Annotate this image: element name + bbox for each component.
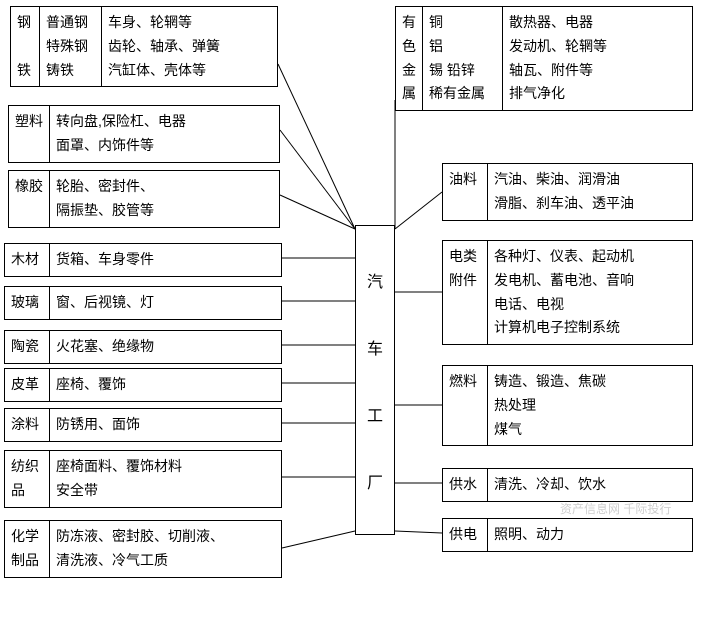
node-leather-col-1: 座椅、覆饰	[50, 368, 282, 402]
node-power-col-1: 照明、动力	[488, 518, 693, 552]
node-oil-col-0: 油料	[442, 163, 488, 221]
node-rubber-col-0: 橡胶	[8, 170, 50, 228]
node-nonferrous-col-2: 散热器、电器 发动机、轮辋等 轴瓦、附件等 排气净化	[503, 6, 693, 111]
node-oil-col-1: 汽油、柴油、润滑油 滑脂、刹车油、透平油	[488, 163, 693, 221]
node-paint-col-1: 防锈用、面饰	[50, 408, 282, 442]
watermark: 资产信息网 千际投行	[560, 500, 671, 517]
node-ceramic-col-1: 火花塞、绝缘物	[50, 330, 282, 364]
node-glass: 玻璃窗、后视镜、灯	[4, 286, 282, 320]
center-char: 工	[367, 402, 383, 426]
node-wood: 木材货箱、车身零件	[4, 243, 282, 277]
center-char: 车	[367, 335, 383, 359]
diagram-stage: 汽 车 工 厂 资产信息网 千际投行 钢 铁普通钢 特殊钢 铸铁车身、轮辋等 齿…	[0, 0, 723, 635]
node-water-col-0: 供水	[442, 468, 488, 502]
node-fuel-col-1: 铸造、锻造、焦碳 热处理 煤气	[488, 365, 693, 446]
node-ceramic-col-0: 陶瓷	[4, 330, 50, 364]
node-nonferrous-col-1: 铜 铝 锡 铅锌 稀有金属	[423, 6, 503, 111]
node-elec-col-1: 各种灯、仪表、起动机 发电机、蓄电池、音响 电话、电视 计算机电子控制系统	[488, 240, 693, 345]
node-fuel-col-0: 燃料	[442, 365, 488, 446]
node-leather: 皮革座椅、覆饰	[4, 368, 282, 402]
node-textile: 纺织 品座椅面料、覆饰材料 安全带	[4, 450, 282, 508]
node-rubber: 橡胶轮胎、密封件、 隔振垫、胶管等	[8, 170, 280, 228]
node-chemical: 化学 制品防冻液、密封胶、切削液、 清洗液、冷气工质	[4, 520, 282, 578]
node-steel: 钢 铁普通钢 特殊钢 铸铁车身、轮辋等 齿轮、轴承、弹簧 汽缸体、壳体等	[10, 6, 278, 87]
node-glass-col-1: 窗、后视镜、灯	[50, 286, 282, 320]
node-chemical-col-0: 化学 制品	[4, 520, 50, 578]
node-power-col-0: 供电	[442, 518, 488, 552]
node-steel-col-2: 车身、轮辋等 齿轮、轴承、弹簧 汽缸体、壳体等	[102, 6, 278, 87]
center-char: 厂	[367, 469, 383, 493]
node-plastic: 塑料转向盘,保险杠、电器 面罩、内饰件等	[8, 105, 280, 163]
node-nonferrous-col-0: 有 色 金 属	[395, 6, 423, 111]
node-water: 供水清洗、冷却、饮水	[442, 468, 693, 502]
node-textile-col-1: 座椅面料、覆饰材料 安全带	[50, 450, 282, 508]
node-wood-col-0: 木材	[4, 243, 50, 277]
node-plastic-col-1: 转向盘,保险杠、电器 面罩、内饰件等	[50, 105, 280, 163]
node-paint-col-0: 涂料	[4, 408, 50, 442]
center-node: 汽 车 工 厂	[355, 225, 395, 535]
node-steel-col-0: 钢 铁	[10, 6, 40, 87]
node-leather-col-0: 皮革	[4, 368, 50, 402]
node-steel-col-1: 普通钢 特殊钢 铸铁	[40, 6, 102, 87]
node-rubber-col-1: 轮胎、密封件、 隔振垫、胶管等	[50, 170, 280, 228]
node-textile-col-0: 纺织 品	[4, 450, 50, 508]
center-char: 汽	[367, 268, 383, 292]
node-paint: 涂料防锈用、面饰	[4, 408, 282, 442]
node-glass-col-0: 玻璃	[4, 286, 50, 320]
node-power: 供电照明、动力	[442, 518, 693, 552]
node-elec-col-0: 电类 附件	[442, 240, 488, 345]
node-nonferrous: 有 色 金 属铜 铝 锡 铅锌 稀有金属散热器、电器 发动机、轮辋等 轴瓦、附件…	[395, 6, 693, 111]
node-wood-col-1: 货箱、车身零件	[50, 243, 282, 277]
node-water-col-1: 清洗、冷却、饮水	[488, 468, 693, 502]
node-plastic-col-0: 塑料	[8, 105, 50, 163]
node-elec: 电类 附件各种灯、仪表、起动机 发电机、蓄电池、音响 电话、电视 计算机电子控制…	[442, 240, 693, 345]
node-ceramic: 陶瓷火花塞、绝缘物	[4, 330, 282, 364]
node-oil: 油料汽油、柴油、润滑油 滑脂、刹车油、透平油	[442, 163, 693, 221]
node-fuel: 燃料铸造、锻造、焦碳 热处理 煤气	[442, 365, 693, 446]
node-chemical-col-1: 防冻液、密封胶、切削液、 清洗液、冷气工质	[50, 520, 282, 578]
